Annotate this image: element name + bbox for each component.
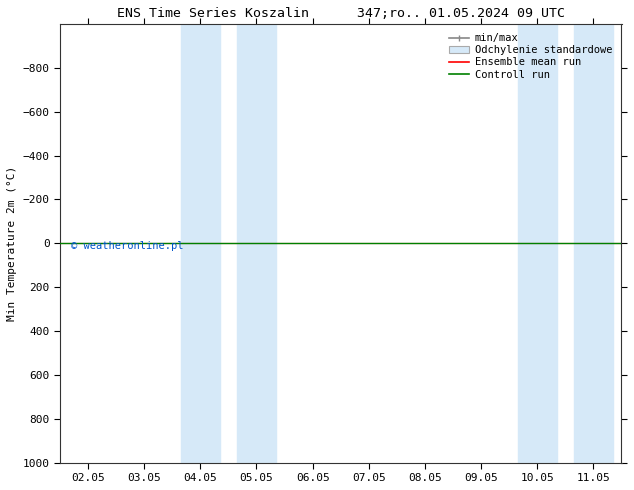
Bar: [181, 24, 220, 463]
Text: © weatheronline.pl: © weatheronline.pl: [71, 241, 184, 251]
Y-axis label: Min Temperature 2m (°C): Min Temperature 2m (°C): [7, 166, 17, 321]
Bar: [517, 24, 557, 463]
Legend: min/max, Odchylenie standardowe, Ensemble mean run, Controll run: min/max, Odchylenie standardowe, Ensembl…: [444, 29, 616, 84]
Title: ENS Time Series Koszalin      347;ro.. 01.05.2024 09 UTC: ENS Time Series Koszalin 347;ro.. 01.05.…: [117, 7, 565, 20]
Bar: [574, 24, 613, 463]
Bar: [237, 24, 276, 463]
